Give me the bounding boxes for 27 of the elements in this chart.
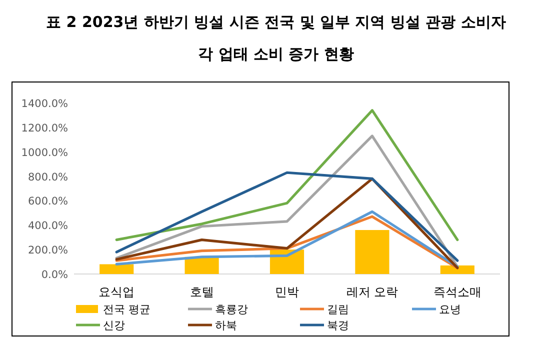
line-series	[115, 109, 459, 242]
legend-label: 흑룡강	[215, 303, 248, 316]
x-tick-label: 민박	[275, 285, 299, 299]
y-tick-label: 200.0%	[28, 244, 68, 257]
y-tick-label: 600.0%	[28, 196, 68, 208]
x-tick-label: 요식업	[98, 285, 135, 299]
y-tick-label: 800.0%	[28, 171, 68, 184]
legend-label: 전국 평균	[103, 303, 150, 316]
bar	[100, 264, 134, 274]
x-tick-label: 즉석소매	[433, 285, 482, 299]
x-tick-label: 레저 오락	[346, 285, 398, 299]
bar	[355, 230, 390, 274]
y-tick-label: 1400.0%	[21, 98, 68, 110]
bar	[440, 265, 474, 274]
y-tick-label: 1200.0%	[21, 122, 68, 134]
legend-label: 하북	[215, 319, 237, 332]
chart-title: 표 2 2023년 하반기 빙설 시즌 전국 및 일부 지역 빙설 관광 소비자 각 업태 소비 증가 현황	[45, 12, 507, 65]
line-series	[115, 134, 459, 268]
x-tick-label: 호텔	[190, 285, 214, 299]
bar	[184, 256, 219, 274]
legend-label: 요녕	[439, 303, 461, 316]
legend-label: 길림	[327, 303, 349, 316]
y-tick-label: 1000.0%	[21, 146, 68, 159]
legend-label: 신강	[103, 319, 125, 332]
y-tick-label: 400.0%	[28, 220, 68, 232]
y-tick-label: 0.0%	[41, 269, 68, 281]
legend-label: 북경	[327, 319, 349, 332]
